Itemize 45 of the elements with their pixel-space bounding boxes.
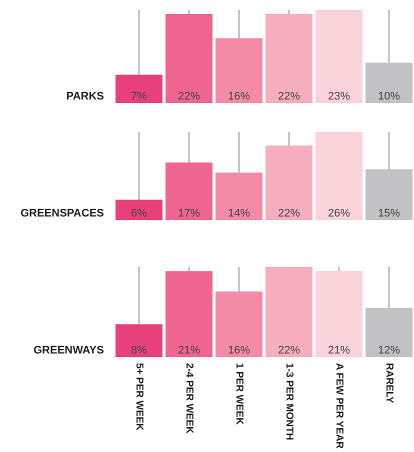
data-label: 22% xyxy=(278,90,300,103)
data-label: 8% xyxy=(131,344,148,357)
bar xyxy=(316,132,362,220)
bar xyxy=(116,200,162,220)
data-label: 22% xyxy=(278,208,300,220)
bar xyxy=(166,271,212,357)
x-tick-label: RARELY xyxy=(383,363,394,404)
data-label: 16% xyxy=(228,344,250,357)
data-label: 23% xyxy=(328,90,350,103)
x-tick-label: A FEW PER YEAR xyxy=(333,363,344,450)
bar xyxy=(116,74,162,103)
y-axis-title: GREENSPACES xyxy=(20,208,104,220)
bar xyxy=(366,169,412,220)
data-label: 16% xyxy=(228,90,250,103)
bar xyxy=(316,271,362,357)
data-label: 6% xyxy=(131,208,148,220)
bar xyxy=(316,10,362,103)
x-tick-label: 5+ PER WEEK xyxy=(133,363,144,432)
data-label: 10% xyxy=(378,90,400,103)
data-label: 26% xyxy=(328,208,350,220)
y-axis-title: PARKS xyxy=(66,90,104,103)
data-label: 17% xyxy=(178,208,200,220)
bar xyxy=(266,267,312,357)
bar xyxy=(366,62,412,103)
data-label: 22% xyxy=(178,90,200,103)
x-tick-label: 2-4 PER WEEK xyxy=(183,363,194,434)
bar xyxy=(266,146,312,220)
data-label: 21% xyxy=(178,344,200,357)
y-axis-title: GREENWAYS xyxy=(33,344,104,357)
x-tick-label: 1-3 PER MONTH xyxy=(283,363,294,440)
bar xyxy=(216,172,262,220)
bar xyxy=(116,324,162,357)
data-label: 21% xyxy=(328,344,350,357)
bar xyxy=(166,162,212,220)
data-label: 15% xyxy=(378,208,400,220)
data-label: 22% xyxy=(278,344,300,357)
x-tick-label: 1 PER WEEK xyxy=(233,363,244,426)
bar xyxy=(366,308,412,357)
bar xyxy=(166,14,212,103)
bar xyxy=(216,38,262,103)
data-label: 7% xyxy=(131,90,148,103)
bar xyxy=(266,14,312,103)
bar xyxy=(216,292,262,357)
data-label: 14% xyxy=(228,208,250,220)
data-label: 12% xyxy=(378,344,400,357)
